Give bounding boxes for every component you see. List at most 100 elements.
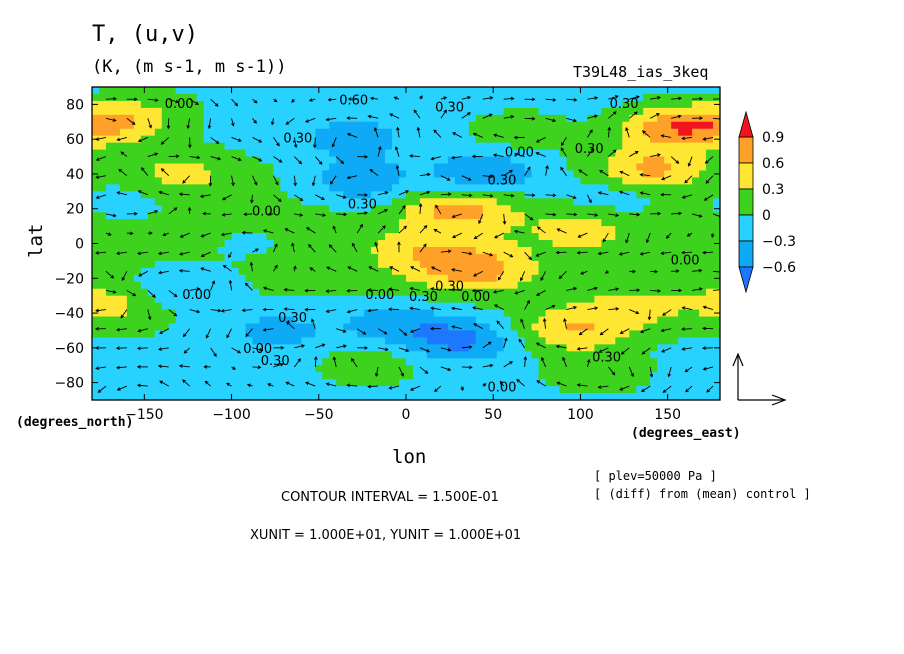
heat-cell bbox=[594, 386, 602, 394]
heat-cell bbox=[657, 260, 665, 269]
heat-cell bbox=[545, 219, 554, 227]
heat-cell bbox=[587, 246, 595, 255]
wind-vector-head bbox=[250, 199, 254, 204]
wind-vector-head bbox=[615, 287, 620, 291]
heat-cell bbox=[433, 372, 442, 380]
heat-cell bbox=[350, 393, 358, 400]
heat-cell bbox=[133, 330, 142, 338]
heat-cell bbox=[245, 267, 254, 276]
heat-cell bbox=[601, 100, 609, 109]
heat-cell bbox=[105, 233, 114, 241]
wind-vector-head bbox=[342, 195, 347, 199]
heat-cell bbox=[426, 316, 435, 325]
heat-cell bbox=[685, 177, 693, 185]
heat-cell bbox=[692, 246, 700, 255]
heat-cell bbox=[524, 93, 533, 102]
heat-cell bbox=[238, 358, 247, 366]
heat-cell bbox=[196, 170, 205, 179]
heat-cell bbox=[664, 386, 672, 394]
heat-cell bbox=[259, 365, 268, 373]
heat-cell bbox=[461, 128, 470, 137]
heat-cell bbox=[545, 358, 554, 366]
heat-cell bbox=[371, 205, 379, 213]
heat-cell bbox=[336, 212, 344, 220]
heat-cell bbox=[685, 149, 693, 158]
heat-cell bbox=[98, 177, 107, 185]
heat-cell bbox=[98, 253, 107, 262]
wind-vector-head bbox=[200, 253, 205, 257]
wind-vector-head bbox=[280, 345, 285, 350]
heat-cell bbox=[308, 379, 316, 387]
heat-cell bbox=[238, 219, 247, 227]
heat-cell bbox=[252, 205, 261, 213]
heat-cell bbox=[678, 323, 686, 332]
heat-cell bbox=[399, 177, 407, 185]
wind-vector bbox=[179, 270, 190, 272]
heat-cell bbox=[217, 142, 226, 151]
wind-vector-head bbox=[226, 382, 230, 387]
heat-cell bbox=[126, 253, 135, 262]
heat-cell bbox=[643, 184, 651, 192]
heat-cell bbox=[133, 93, 142, 102]
heat-cell bbox=[266, 156, 275, 165]
heat-cell bbox=[461, 198, 470, 206]
heat-cell bbox=[531, 100, 540, 109]
heat-cell bbox=[350, 121, 358, 130]
heat-cell bbox=[545, 253, 554, 262]
heat-cell bbox=[538, 128, 547, 137]
heat-cell bbox=[98, 100, 107, 109]
heat-cell bbox=[168, 93, 177, 102]
heat-cell bbox=[706, 365, 714, 373]
wind-vector bbox=[206, 328, 212, 338]
wind-vector-head bbox=[576, 347, 581, 351]
heat-cell bbox=[636, 100, 644, 109]
heat-cell bbox=[566, 184, 575, 192]
heat-cell bbox=[357, 205, 365, 213]
heat-cell bbox=[140, 163, 149, 172]
heat-cell bbox=[433, 114, 442, 123]
heat-cell bbox=[140, 170, 149, 179]
heat-cell bbox=[203, 226, 212, 234]
wind-vector-head bbox=[523, 356, 528, 360]
heat-cell bbox=[454, 344, 463, 352]
heat-cell bbox=[524, 212, 533, 220]
heat-cell bbox=[419, 351, 428, 359]
heat-cell bbox=[447, 114, 456, 123]
heat-cell bbox=[196, 212, 205, 220]
heat-cell bbox=[601, 107, 609, 116]
heat-cell bbox=[671, 372, 679, 380]
heat-cell bbox=[594, 128, 602, 137]
heat-cell bbox=[273, 274, 281, 283]
wind-vector-head bbox=[665, 235, 670, 239]
heat-cell bbox=[287, 386, 295, 394]
wind-vector-head bbox=[619, 387, 624, 391]
heat-cell bbox=[468, 205, 477, 213]
heat-cell bbox=[545, 87, 554, 95]
heat-cell bbox=[454, 177, 463, 185]
heat-cell bbox=[259, 170, 268, 179]
heat-cell bbox=[252, 330, 261, 338]
heat-cell bbox=[643, 170, 651, 179]
heat-cell bbox=[419, 309, 428, 318]
heat-cell bbox=[287, 344, 295, 352]
heat-cell bbox=[364, 330, 372, 338]
heat-cell bbox=[468, 386, 477, 394]
heat-cell bbox=[175, 337, 184, 345]
heat-cell bbox=[406, 205, 414, 213]
heat-cell bbox=[399, 191, 407, 199]
heat-cell bbox=[587, 281, 595, 290]
heat-cell bbox=[168, 219, 177, 227]
heat-cell bbox=[378, 240, 386, 248]
heat-cell bbox=[217, 170, 226, 179]
heat-cell bbox=[385, 226, 393, 234]
wind-vector-head bbox=[472, 132, 477, 137]
heat-cell bbox=[573, 260, 582, 269]
heat-cell bbox=[189, 170, 198, 179]
heat-cell bbox=[412, 330, 421, 338]
wind-vector bbox=[598, 251, 609, 255]
heat-cell bbox=[566, 142, 575, 151]
wind-vector bbox=[493, 290, 504, 293]
wind-vector-head bbox=[452, 234, 456, 239]
heat-cell bbox=[594, 358, 602, 366]
heat-cell bbox=[447, 128, 456, 137]
